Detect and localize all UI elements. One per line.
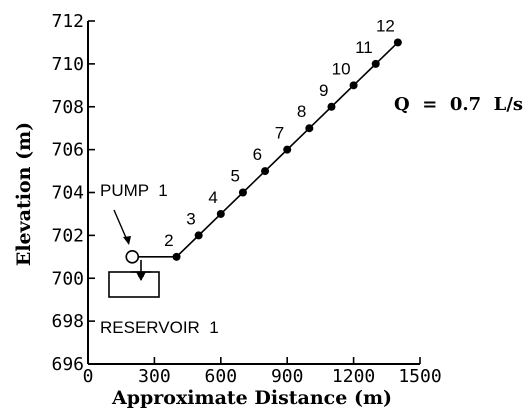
x-tick-label: 1200 — [332, 366, 375, 387]
y-axis-title: Elevation (m) — [13, 122, 35, 266]
pipeline-line — [132, 41, 399, 258]
y-tick-label: 712 — [51, 11, 84, 32]
x-tick-label: 600 — [205, 366, 238, 387]
x-tick-label: 0 — [83, 366, 94, 387]
y-tick-label: 710 — [51, 54, 84, 75]
node-point — [261, 167, 270, 176]
y-tick-label: 700 — [51, 268, 84, 289]
node-point — [371, 59, 380, 68]
node-label: 4 — [208, 188, 217, 207]
node-label: 11 — [355, 38, 373, 57]
x-tick-label: 900 — [271, 366, 304, 387]
pump-marker — [125, 250, 140, 264]
y-tick-label: 708 — [51, 97, 84, 118]
flow-rate-label: Q = 0.7 L/s — [394, 94, 523, 115]
node-point — [305, 124, 314, 133]
node-label: 3 — [186, 209, 195, 228]
pump-pointer-line — [113, 209, 128, 241]
pump-label: PUMP 1 — [100, 181, 168, 200]
y-tick-label: 698 — [51, 311, 84, 332]
x-tick-label: 1500 — [398, 366, 441, 387]
node-point — [238, 188, 247, 197]
node-label: 12 — [376, 16, 395, 35]
reservoir-label: RESERVOIR 1 — [100, 318, 219, 337]
x-axis-ticks: 0 300 600 900 1200 1500 — [83, 357, 442, 387]
node-point — [172, 252, 181, 261]
reservoir-box — [108, 271, 160, 298]
node-label: 8 — [297, 102, 306, 121]
y-tick-label: 704 — [51, 183, 84, 204]
x-tick-label: 300 — [138, 366, 171, 387]
y-tick-label: 706 — [51, 140, 84, 161]
node-point — [327, 102, 336, 111]
node-point — [283, 145, 292, 154]
node-point — [194, 231, 203, 240]
pump-pointer-arrowhead — [123, 236, 131, 245]
node-label: 5 — [230, 167, 239, 186]
node-label: 10 — [332, 59, 351, 78]
x-axis-title: Approximate Distance (m) — [111, 387, 392, 409]
node-point — [349, 81, 358, 90]
y-tick-label: 696 — [51, 354, 84, 375]
node-label: 7 — [275, 124, 284, 143]
node-point — [216, 209, 225, 218]
node-label: 6 — [253, 145, 262, 164]
node-point — [393, 38, 402, 47]
node-label: 2 — [164, 231, 173, 250]
y-axis-ticks: 696 698 700 702 704 706 708 710 712 — [51, 11, 95, 375]
y-tick-label: 702 — [51, 225, 84, 246]
node-label: 9 — [319, 81, 328, 100]
